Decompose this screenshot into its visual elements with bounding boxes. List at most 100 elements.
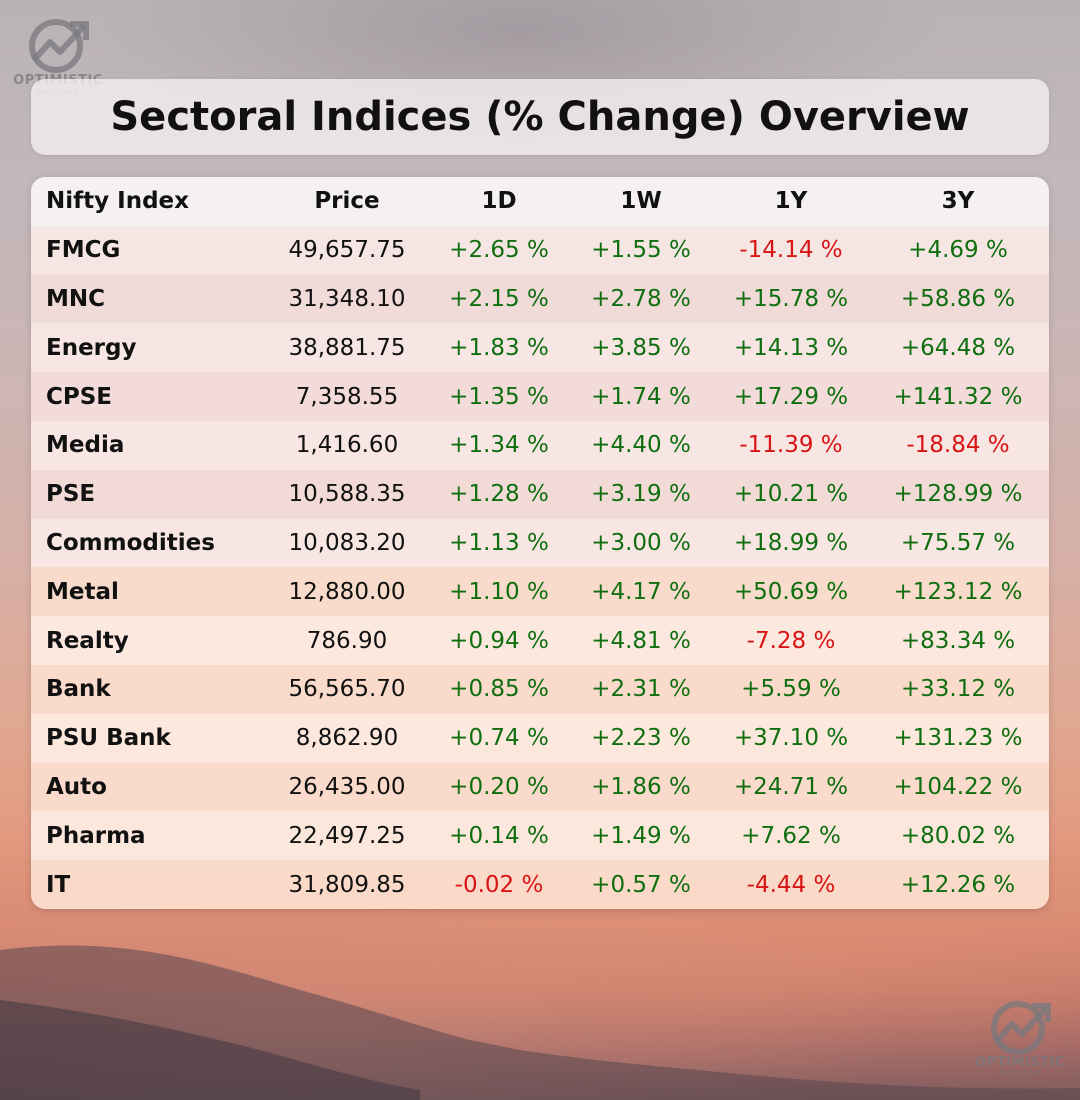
logo-line2: OUTLOOK bbox=[999, 1070, 1041, 1078]
cell-3y: +64.48 % bbox=[900, 334, 1016, 361]
cell-1y: +15.78 % bbox=[733, 285, 849, 312]
cell-1y: +50.69 % bbox=[733, 578, 849, 605]
cell-1d: +0.85 % bbox=[449, 676, 549, 703]
cell-1w: +2.23 % bbox=[591, 725, 691, 752]
cell-price: 56,565.70 bbox=[288, 676, 406, 703]
table-row: Auto 26,435.00 +0.20 % +1.86 % +24.71 % … bbox=[31, 762, 1049, 812]
cell-price: 10,083.20 bbox=[288, 529, 406, 556]
cell-1d: +0.74 % bbox=[449, 725, 549, 752]
table-row: FMCG 49,657.75 +2.65 % +1.55 % -14.14 % … bbox=[31, 225, 1049, 275]
cell-3y: -18.84 % bbox=[906, 432, 1010, 459]
cell-3y: +104.22 % bbox=[893, 773, 1023, 800]
cell-3y: +83.34 % bbox=[900, 627, 1016, 654]
table-header-row: Nifty Index Price 1D 1W 1Y 3Y bbox=[31, 177, 1049, 226]
cell-1y: +10.21 % bbox=[733, 481, 849, 508]
cell-price: 786.90 bbox=[306, 627, 388, 654]
cell-price: 10,588.35 bbox=[288, 481, 406, 508]
sectoral-table-card: Nifty Index Price 1D 1W 1Y 3Y FMCG 49,65… bbox=[31, 177, 1049, 909]
table-row: Energy 38,881.75 +1.83 % +3.85 % +14.13 … bbox=[31, 323, 1049, 373]
table-row: IT 31,809.85 -0.02 % +0.57 % -4.44 % +12… bbox=[31, 860, 1049, 909]
cell-1y: +5.59 % bbox=[741, 676, 841, 703]
cell-3y: +58.86 % bbox=[900, 285, 1016, 312]
header-1w: 1W bbox=[620, 188, 662, 215]
header-1d: 1D bbox=[481, 188, 517, 215]
page-title: Sectoral Indices (% Change) Overview bbox=[110, 94, 970, 140]
table-row: Realty 786.90 +0.94 % +4.81 % -7.28 % +8… bbox=[31, 616, 1049, 665]
cell-1w: +3.00 % bbox=[591, 529, 691, 556]
cell-1w: +4.17 % bbox=[591, 578, 691, 605]
cell-index-name: Metal bbox=[46, 578, 119, 605]
trend-arrow-icon bbox=[991, 1001, 1051, 1055]
header-index: Nifty Index bbox=[46, 188, 189, 215]
cell-index-name: FMCG bbox=[46, 237, 121, 264]
cell-1y: +7.62 % bbox=[741, 822, 841, 849]
cell-1w: +2.31 % bbox=[591, 676, 691, 703]
cell-1d: +0.94 % bbox=[449, 627, 549, 654]
cell-index-name: Commodities bbox=[46, 529, 215, 556]
table-row: Metal 12,880.00 +1.10 % +4.17 % +50.69 %… bbox=[31, 567, 1049, 617]
logo-line1: OPTIMISTIC bbox=[975, 1055, 1065, 1070]
cell-3y: +4.69 % bbox=[908, 237, 1008, 264]
cell-1d: +2.65 % bbox=[449, 237, 549, 264]
cell-1d: +1.35 % bbox=[449, 383, 549, 410]
cell-3y: +123.12 % bbox=[893, 578, 1023, 605]
cell-3y: +131.23 % bbox=[893, 725, 1023, 752]
cell-1y: +24.71 % bbox=[733, 773, 849, 800]
cell-1y: -11.39 % bbox=[739, 432, 843, 459]
cell-1d: +0.14 % bbox=[449, 822, 549, 849]
cell-price: 38,881.75 bbox=[288, 334, 406, 361]
cell-3y: +33.12 % bbox=[900, 676, 1016, 703]
cell-1w: +1.74 % bbox=[591, 383, 691, 410]
background-hills bbox=[0, 945, 1080, 1100]
cell-price: 7,358.55 bbox=[295, 383, 399, 410]
cell-3y: +141.32 % bbox=[893, 383, 1023, 410]
cell-index-name: IT bbox=[46, 871, 71, 898]
table-row: Bank 56,565.70 +0.85 % +2.31 % +5.59 % +… bbox=[31, 664, 1049, 714]
cell-index-name: CPSE bbox=[46, 383, 113, 410]
cell-index-name: Media bbox=[46, 432, 125, 459]
cell-1y: +18.99 % bbox=[733, 529, 849, 556]
table-row: Media 1,416.60 +1.34 % +4.40 % -11.39 % … bbox=[31, 420, 1049, 470]
cell-1w: +2.78 % bbox=[591, 285, 691, 312]
table-row: CPSE 7,358.55 +1.35 % +1.74 % +17.29 % +… bbox=[31, 372, 1049, 421]
cell-price: 12,880.00 bbox=[288, 578, 406, 605]
cell-price: 31,348.10 bbox=[288, 285, 406, 312]
cell-index-name: Realty bbox=[46, 627, 129, 654]
cell-1w: +4.40 % bbox=[591, 432, 691, 459]
cell-index-name: PSE bbox=[46, 481, 96, 508]
cell-price: 49,657.75 bbox=[288, 237, 406, 264]
cell-index-name: Energy bbox=[46, 334, 137, 361]
cell-1y: +14.13 % bbox=[733, 334, 849, 361]
cell-1d: +1.83 % bbox=[449, 334, 549, 361]
cell-1w: +1.49 % bbox=[591, 822, 691, 849]
cell-3y: +128.99 % bbox=[893, 481, 1023, 508]
table-row: PSE 10,588.35 +1.28 % +3.19 % +10.21 % +… bbox=[31, 469, 1049, 519]
table-row: Pharma 22,497.25 +0.14 % +1.49 % +7.62 %… bbox=[31, 811, 1049, 861]
header-price: Price bbox=[314, 188, 380, 215]
cell-1d: +1.13 % bbox=[449, 529, 549, 556]
cell-price: 31,809.85 bbox=[288, 871, 406, 898]
cell-index-name: MNC bbox=[46, 285, 106, 312]
cell-index-name: Pharma bbox=[46, 822, 146, 849]
cell-1y: +17.29 % bbox=[733, 383, 849, 410]
cell-index-name: Auto bbox=[46, 773, 107, 800]
title-banner: Sectoral Indices (% Change) Overview bbox=[31, 79, 1049, 155]
cell-index-name: Bank bbox=[46, 676, 111, 703]
cell-1y: -4.44 % bbox=[746, 871, 836, 898]
cell-price: 1,416.60 bbox=[295, 432, 399, 459]
cell-3y: +12.26 % bbox=[900, 871, 1016, 898]
cell-1d: +1.34 % bbox=[449, 432, 549, 459]
cell-price: 22,497.25 bbox=[288, 822, 406, 849]
cell-1d: +1.28 % bbox=[449, 481, 549, 508]
cell-price: 26,435.00 bbox=[288, 773, 406, 800]
cell-1d: -0.02 % bbox=[454, 871, 544, 898]
cell-1w: +0.57 % bbox=[591, 871, 691, 898]
header-1y: 1Y bbox=[774, 188, 808, 215]
cell-1w: +3.19 % bbox=[591, 481, 691, 508]
cell-1w: +4.81 % bbox=[591, 627, 691, 654]
cell-1y: -7.28 % bbox=[746, 627, 836, 654]
trend-arrow-icon bbox=[29, 19, 89, 73]
cell-1w: +3.85 % bbox=[591, 334, 691, 361]
cell-1d: +2.15 % bbox=[449, 285, 549, 312]
